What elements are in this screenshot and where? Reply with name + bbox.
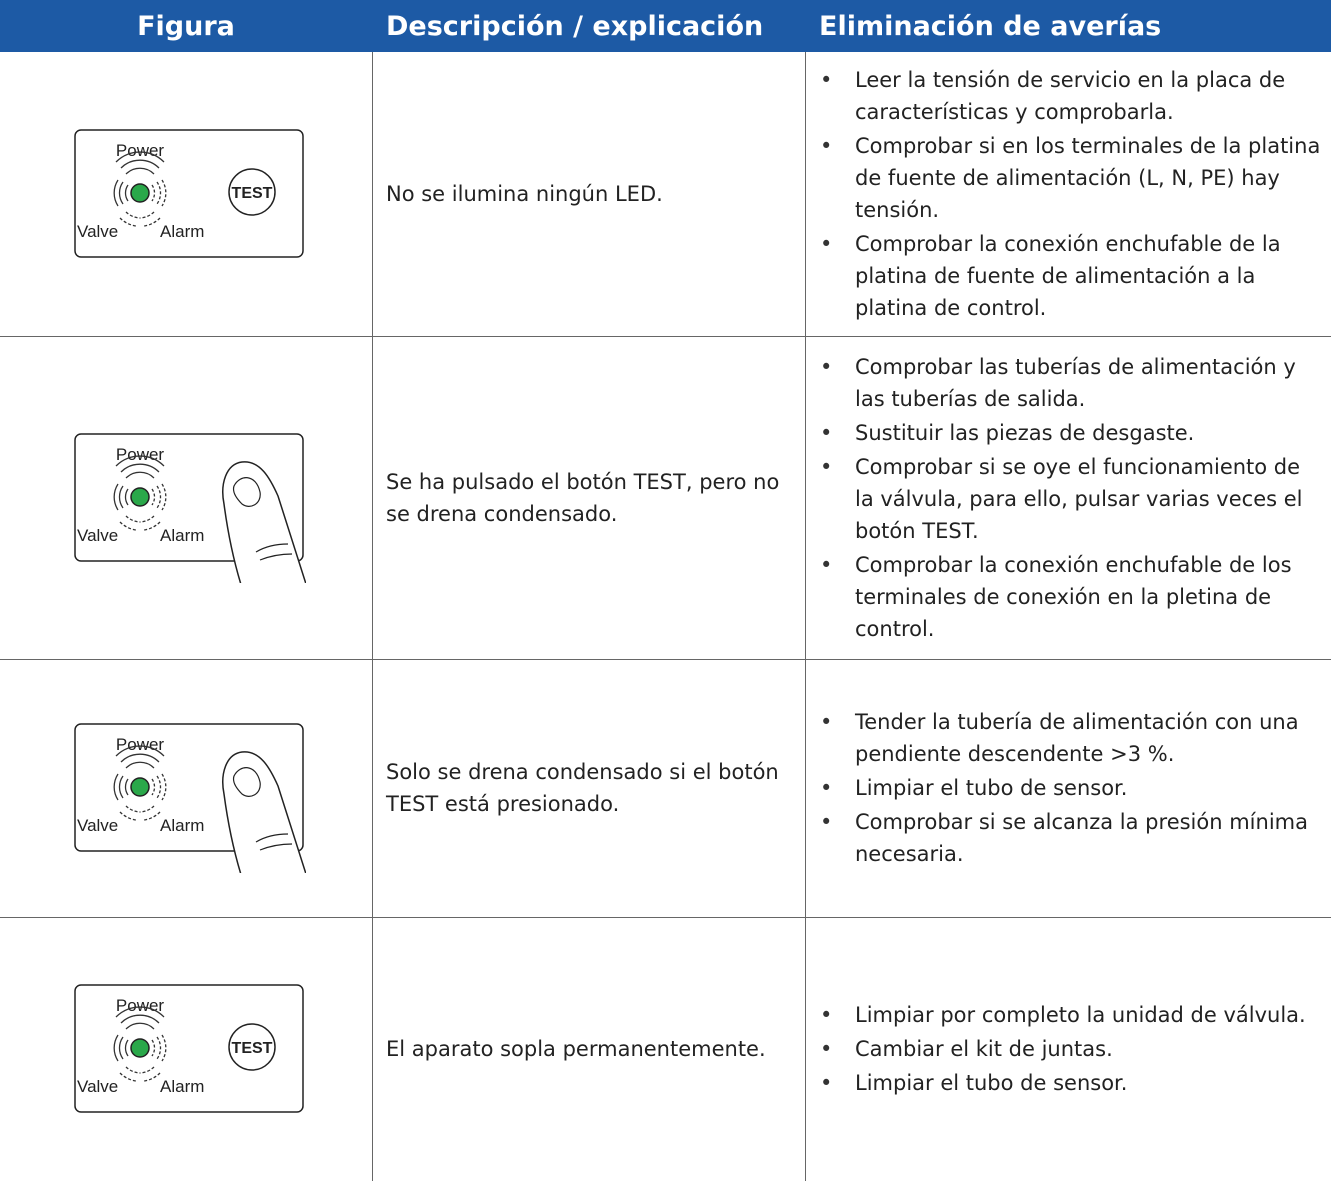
alarm-label: Alarm (160, 222, 204, 241)
remedies-cell: Tender la tubería de alimentación con un… (805, 659, 1331, 917)
remedy-item: Comprobar si se oye el funcionamiento de… (820, 451, 1321, 547)
row-divider (0, 659, 1331, 660)
remedy-list: Limpiar por completo la unidad de válvul… (805, 997, 1306, 1101)
figure-cell: Power Valve Alarm TEST (0, 917, 372, 1181)
remedy-item: Sustituir las piezas de desgaste. (820, 417, 1321, 449)
device-panel: Power Valve Alarm TEST (74, 984, 304, 1113)
remedy-item: Comprobar si en los terminales de la pla… (820, 130, 1321, 226)
alarm-label: Alarm (160, 1077, 204, 1096)
test-button-label: TEST (232, 1040, 273, 1057)
remedy-list: Comprobar las tuberías de alimentación y… (805, 349, 1321, 647)
header-cell: Descripción / explicación (372, 0, 805, 52)
power-label: Power (116, 735, 165, 754)
test-button-label: TEST (232, 185, 273, 202)
remedy-item: Tender la tubería de alimentación con un… (820, 706, 1321, 770)
alarm-label: Alarm (160, 816, 204, 835)
valve-label: Valve (77, 1077, 118, 1096)
description-text: Se ha pulsado el botón TEST, pero no se … (386, 469, 780, 526)
power-label: Power (116, 141, 165, 160)
header-cell: Eliminación de averías (805, 0, 1331, 52)
power-label: Power (116, 996, 165, 1015)
remedy-item: Limpiar el tubo de sensor. (820, 772, 1321, 804)
valve-label: Valve (77, 816, 118, 835)
row-divider (0, 336, 1331, 337)
valve-label: Valve (77, 222, 118, 241)
remedy-item: Leer la tensión de servicio en la placa … (820, 64, 1321, 128)
description-text: Solo se drena condensado si el botón TES… (386, 760, 779, 816)
remedies-cell: Leer la tensión de servicio en la placa … (805, 52, 1331, 336)
row-divider (0, 917, 1331, 918)
panel-content: Power Valve Alarm TEST (77, 996, 276, 1096)
figure-cell: Power Valve Alarm (0, 336, 372, 659)
description-cell: El aparato sopla permanentemente. (372, 917, 805, 1181)
description-text: El aparato sopla permanentemente. (386, 1037, 766, 1061)
alarm-label: Alarm (160, 526, 204, 545)
column-divider (372, 52, 373, 1181)
power-label: Power (116, 445, 165, 464)
description-cell: Solo se drena condensado si el botón TES… (372, 659, 805, 917)
figure-cell: Power Valve Alarm (0, 659, 372, 917)
header-cell: Figura (0, 0, 372, 52)
remedies-cell: Limpiar por completo la unidad de válvul… (805, 917, 1331, 1181)
remedy-item: Cambiar el kit de juntas. (820, 1033, 1306, 1065)
device-panel: Power Valve Alarm (74, 432, 306, 583)
remedy-item: Comprobar la conexión enchufable de la p… (820, 228, 1321, 324)
description-cell: Se ha pulsado el botón TEST, pero no se … (372, 336, 805, 659)
remedy-item: Comprobar la conexión enchufable de los … (820, 549, 1321, 645)
panel-content: Power Valve Alarm (77, 735, 306, 873)
remedy-list: Tender la tubería de alimentación con un… (805, 704, 1321, 872)
device-panel: Power Valve Alarm TEST (74, 129, 304, 258)
remedy-item: Comprobar si se alcanza la presión mínim… (820, 806, 1321, 870)
remedy-item: Limpiar el tubo de sensor. (820, 1067, 1306, 1099)
remedy-list: Leer la tensión de servicio en la placa … (805, 62, 1321, 326)
remedy-item: Limpiar por completo la unidad de válvul… (820, 999, 1306, 1031)
remedy-item: Comprobar las tuberías de alimentación y… (820, 351, 1321, 415)
panel-content: Power Valve Alarm TEST (77, 141, 276, 241)
description-cell: No se ilumina ningún LED. (372, 52, 805, 336)
remedies-cell: Comprobar las tuberías de alimentación y… (805, 336, 1331, 659)
column-divider (805, 52, 806, 1181)
panel-content: Power Valve Alarm (77, 445, 306, 583)
device-panel: Power Valve Alarm (74, 723, 306, 873)
description-text: No se ilumina ningún LED. (386, 182, 663, 206)
valve-label: Valve (77, 526, 118, 545)
figure-cell: Power Valve Alarm TEST (0, 52, 372, 336)
